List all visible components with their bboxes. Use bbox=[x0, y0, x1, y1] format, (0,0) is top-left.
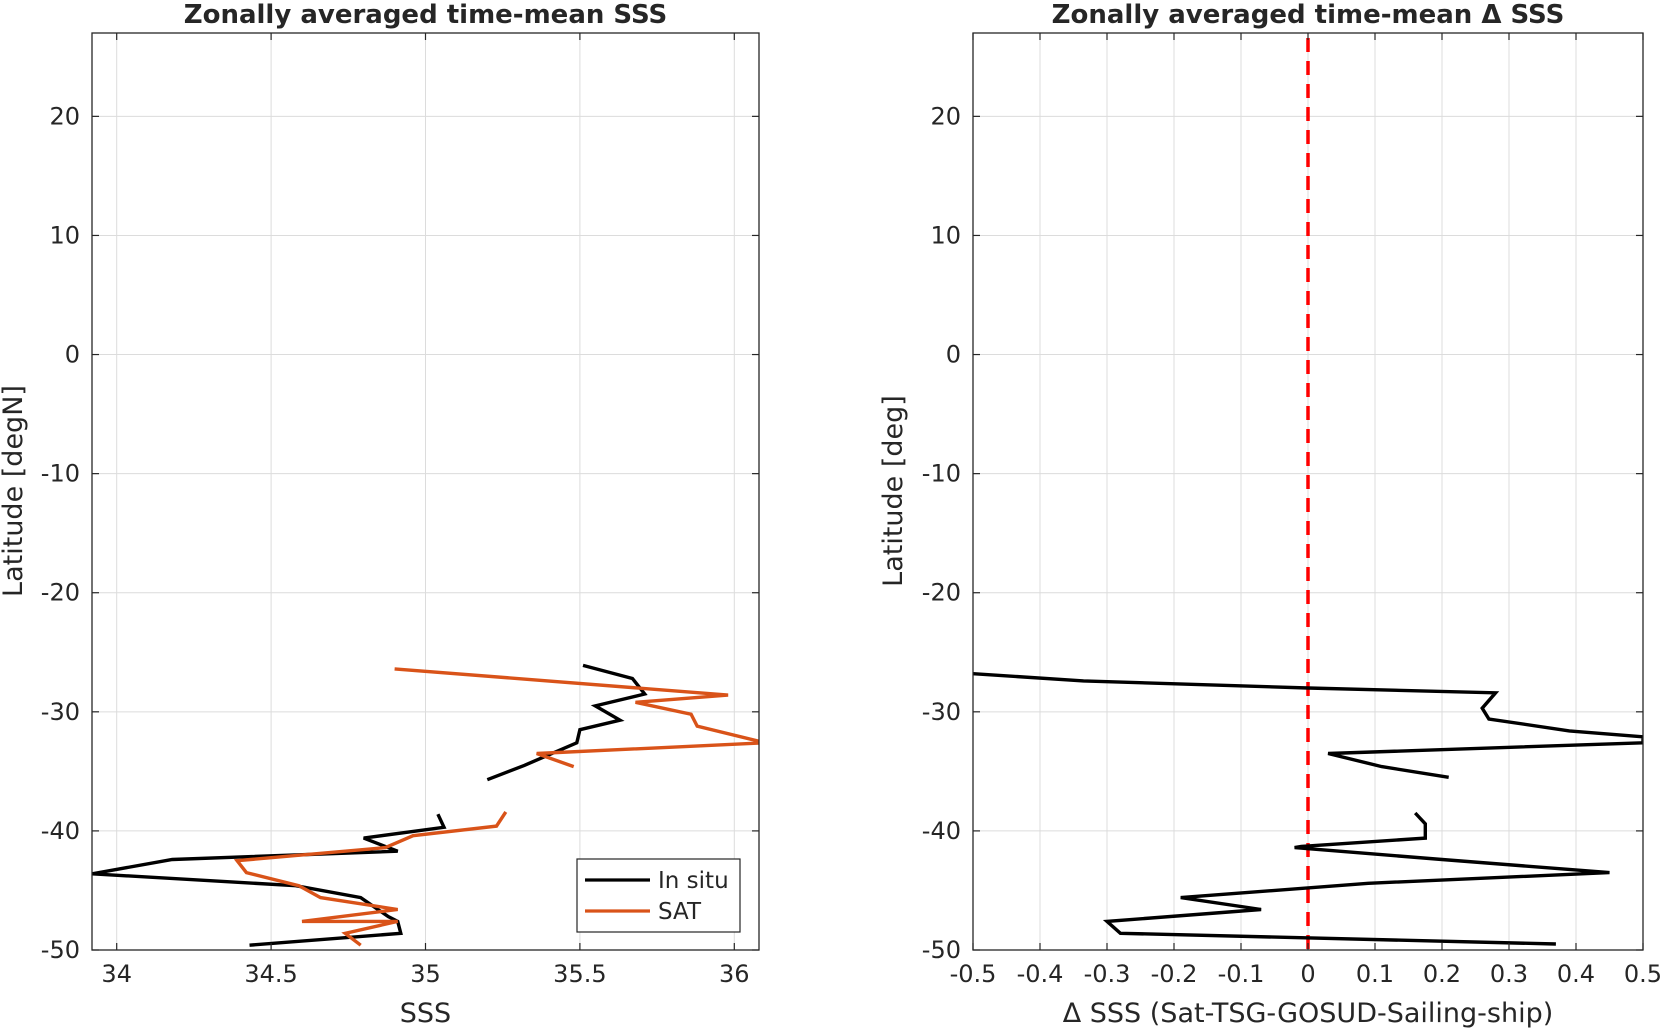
ticks bbox=[972, 33, 1644, 951]
tick-labels: -0.5 -0.4 -0.3 -0.2 -0.1 0 0.1 0.2 0.3 0.4 0.5 -50 -… bbox=[922, 102, 1661, 988]
sss-chart-panel: 34 34.5 35 35.5 36 -50 -40 -30 -20 -10 0 10 20 Zonal… bbox=[0, 0, 760, 1028]
data-lines bbox=[92, 663, 759, 947]
x-tick-label: -0.4 bbox=[1017, 960, 1064, 988]
y-tick-label: -20 bbox=[41, 579, 80, 607]
y-tick-label: -20 bbox=[922, 579, 961, 607]
in-situ-line-segment-2 bbox=[92, 813, 447, 947]
legend: In situ SAT bbox=[576, 858, 741, 933]
x-tick-label: -0.2 bbox=[1151, 960, 1198, 988]
y-tick-label: -10 bbox=[922, 460, 961, 488]
y-tick-label: 20 bbox=[49, 102, 80, 130]
x-tick-label: 0 bbox=[1300, 960, 1315, 988]
data-lines bbox=[973, 672, 1643, 946]
x-tick-label: 0.3 bbox=[1490, 960, 1528, 988]
x-tick-label: 35.5 bbox=[553, 960, 606, 988]
tick-labels: 34 34.5 35 35.5 36 -50 -40 -30 -20 -10 0 10 20 bbox=[41, 102, 750, 988]
y-tick-label: 0 bbox=[946, 341, 961, 369]
x-axis-label: SSS bbox=[400, 998, 451, 1028]
in-situ-line-segment-1 bbox=[486, 663, 648, 782]
legend-label-in-situ: In situ bbox=[658, 868, 729, 894]
y-tick-label: 20 bbox=[930, 102, 961, 130]
y-axis-label: Latitude [deg] bbox=[878, 395, 909, 587]
x-tick-label: 34.5 bbox=[244, 960, 297, 988]
ticks bbox=[92, 33, 759, 951]
sat-line-segment-2 bbox=[233, 810, 508, 947]
x-tick-label: -0.1 bbox=[1218, 960, 1265, 988]
y-tick-label: -50 bbox=[922, 936, 961, 964]
y-tick-label: -30 bbox=[922, 698, 961, 726]
sat-line-segment-1 bbox=[394, 667, 759, 769]
delta-sss-line-segment-2 bbox=[1102, 811, 1610, 946]
x-tick-label: 36 bbox=[719, 960, 750, 988]
y-tick-label: 10 bbox=[930, 221, 961, 249]
y-tick-label: 10 bbox=[49, 221, 80, 249]
x-tick-label: -0.5 bbox=[950, 960, 997, 988]
legend-label-sat: SAT bbox=[658, 899, 702, 925]
x-tick-label: -0.3 bbox=[1084, 960, 1131, 988]
x-tick-label: 0.4 bbox=[1557, 960, 1595, 988]
chart-title: Zonally averaged time-mean Δ SSS bbox=[1052, 0, 1565, 30]
delta-sss-line-segment-1 bbox=[973, 672, 1643, 779]
x-tick-label: 35 bbox=[410, 960, 441, 988]
y-tick-label: -10 bbox=[41, 460, 80, 488]
y-tick-label: -30 bbox=[41, 698, 80, 726]
x-axis-label: Δ SSS (Sat-TSG-GOSUD-Sailing-ship) bbox=[1063, 998, 1554, 1028]
x-tick-label: 0.2 bbox=[1423, 960, 1461, 988]
x-tick-label: 0.1 bbox=[1356, 960, 1394, 988]
grid-lines bbox=[92, 33, 759, 951]
delta-sss-chart-panel: -0.5 -0.4 -0.3 -0.2 -0.1 0 0.1 0.2 0.3 0.4 0.5 -50 -… bbox=[878, 0, 1661, 1028]
y-tick-label: -40 bbox=[41, 817, 80, 845]
x-tick-label: 34 bbox=[101, 960, 132, 988]
x-tick-label: 0.5 bbox=[1624, 960, 1661, 988]
y-tick-label: -40 bbox=[922, 817, 961, 845]
chart-title: Zonally averaged time-mean SSS bbox=[184, 0, 668, 30]
y-tick-label: -50 bbox=[41, 936, 80, 964]
y-tick-label: 0 bbox=[65, 341, 80, 369]
y-axis-label: Latitude [degN] bbox=[0, 385, 29, 597]
legend-box bbox=[576, 858, 741, 933]
